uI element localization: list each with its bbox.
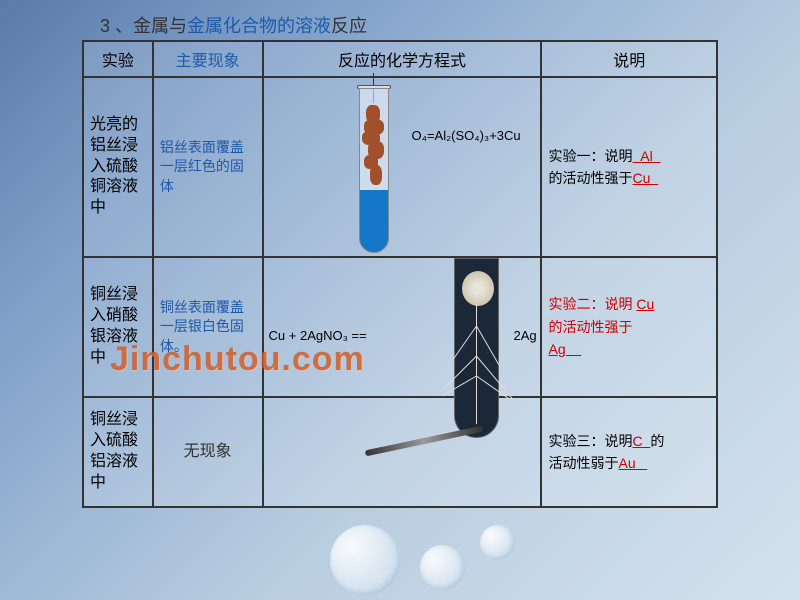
desc-1-fill1: Al [632,148,660,164]
desc-3-fill2: Au [618,455,647,471]
cell-equation-1: O₄=Al₂(SO₄)₃+3Cu [263,77,542,257]
header-description: 说明 [541,41,717,77]
experiment-table: 实验 主要现象 反应的化学方程式 说明 光亮的铝丝浸入硫酸铜溶液中 铝丝表面覆盖… [82,40,718,508]
table-row: 光亮的铝丝浸入硫酸铜溶液中 铝丝表面覆盖一层红色的固体 O₄=Al₂(SO₄)₃… [83,77,717,257]
header-equation: 反应的化学方程式 [263,41,542,77]
equation-2-text2: 2Ag [514,328,537,343]
desc-3-fill1: C [632,433,650,449]
header-experiment: 实验 [83,41,153,77]
cell-equation-3 [263,397,542,507]
bubble-decoration [480,525,515,560]
table-row: 铜丝浸入硫酸铝溶液中 无现象 实验三：说明C 的 活动性弱于Au [83,397,717,507]
test-tube-copper-image [344,73,404,273]
header-phenomenon: 主要现象 [153,41,263,77]
page-title: 3 、金属与金属化合物的溶液反应 [100,12,367,38]
desc-1-fill2: Cu [632,170,658,186]
bubble-decoration [330,525,400,595]
desc-2-mid: 的活动性强于 [548,319,632,335]
desc-2-fill2: Ag [548,341,581,357]
cell-description-2: 实验二：说明 Cu 的活动性强于 Ag [541,257,717,397]
cell-description-3: 实验三：说明C 的 活动性弱于Au [541,397,717,507]
desc-3-mid: 活动性弱于 [548,455,618,471]
desc-1-prefix: 实验一：说明 [548,148,632,164]
cell-experiment-1: 光亮的铝丝浸入硫酸铜溶液中 [83,77,153,257]
equation-1-text: O₄=Al₂(SO₄)₃+3Cu [412,128,521,143]
desc-2-fill1: Cu [636,296,654,312]
cell-phenomenon-1: 铝丝表面覆盖一层红色的固体 [153,77,263,257]
title-suffix: 反应 [331,16,367,36]
desc-3-mid2: 的 [650,433,664,449]
cell-experiment-3: 铜丝浸入硫酸铝溶液中 [83,397,153,507]
title-highlight: 金属化合物的溶液 [187,16,331,36]
desc-1-mid: 的活动性强于 [548,170,632,186]
desc-2-prefix: 实验二：说明 [548,296,632,312]
cell-description-1: 实验一：说明 Al 的活动性强于Cu [541,77,717,257]
bubble-decoration [420,545,465,590]
watermark: Jinchutou.com [110,340,365,379]
title-prefix: 3 、金属与 [100,16,187,36]
copper-deposit-icon [362,105,386,190]
cell-phenomenon-3: 无现象 [153,397,263,507]
no-reaction-bar-icon [364,426,483,457]
desc-3-prefix: 实验三：说明 [548,433,632,449]
table-header-row: 实验 主要现象 反应的化学方程式 说明 [83,41,717,77]
